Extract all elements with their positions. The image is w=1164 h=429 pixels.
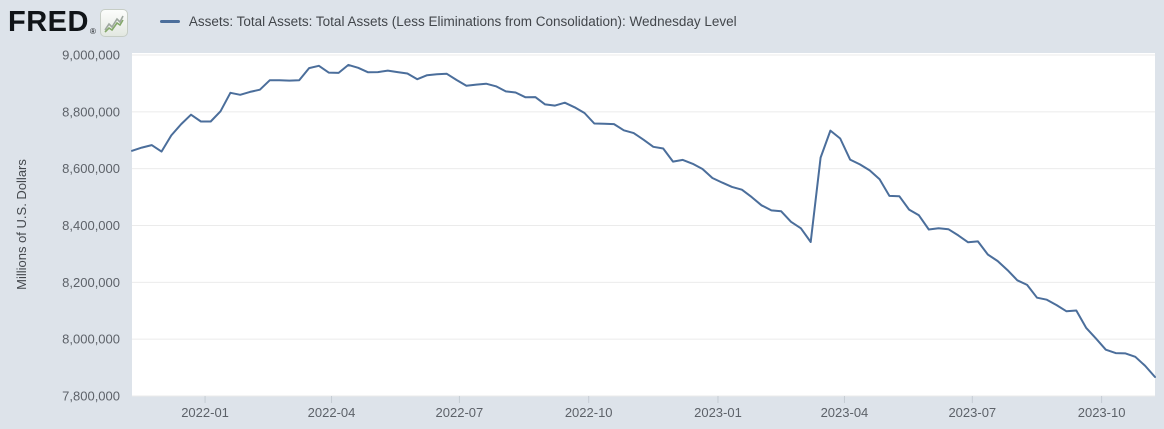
fred-logo-text: FRED xyxy=(8,6,89,38)
x-tick-label: 2023-04 xyxy=(821,405,869,420)
plot-area[interactable] xyxy=(132,53,1155,396)
y-axis-title: Millions of U.S. Dollars xyxy=(14,159,29,290)
x-tick-label: 2023-10 xyxy=(1078,405,1126,420)
series-legend[interactable]: Assets: Total Assets: Total Assets (Less… xyxy=(159,13,737,29)
y-tick-label: 8,000,000 xyxy=(62,332,120,347)
x-tick-label: 2022-04 xyxy=(308,405,356,420)
x-tick-label: 2022-07 xyxy=(436,405,484,420)
legend-line-marker-icon xyxy=(159,19,180,23)
x-tick-label: 2022-01 xyxy=(181,405,229,420)
y-tick-label: 8,600,000 xyxy=(62,161,120,176)
y-tick-label: 8,400,000 xyxy=(62,218,120,233)
fred-logo[interactable]: FRED ® xyxy=(8,5,128,37)
x-tick-label: 2022-10 xyxy=(565,405,613,420)
y-tick-label: 7,800,000 xyxy=(62,389,120,404)
x-tick-label: 2023-01 xyxy=(694,405,742,420)
series-line xyxy=(131,63,1156,378)
registered-trademark-mark: ® xyxy=(89,27,96,36)
y-tick-label: 9,000,000 xyxy=(62,48,120,63)
y-tick-label: 8,800,000 xyxy=(62,104,120,119)
y-tick-label: 8,200,000 xyxy=(62,275,120,290)
x-tick-label: 2023-07 xyxy=(948,405,996,420)
chart-header: FRED ® Assets: Total Assets: Total Asset… xyxy=(0,0,1164,42)
sparkline-icon xyxy=(99,9,128,37)
legend-series-label: Assets: Total Assets: Total Assets (Less… xyxy=(188,13,737,29)
